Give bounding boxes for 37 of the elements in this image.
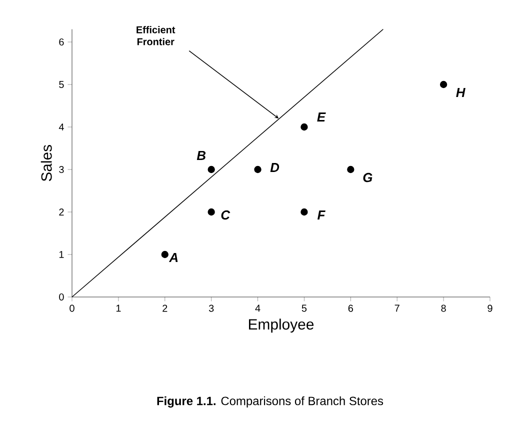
point [347, 166, 354, 174]
x-tick-label: 5 [302, 304, 307, 312]
x-tick-label: 9 [488, 304, 492, 312]
annotation: H [456, 88, 466, 97]
point [254, 166, 262, 174]
x-tick-label: 3 [208, 304, 214, 312]
y-tick-label: 3 [59, 166, 64, 174]
y-tick-label: 2 [59, 208, 64, 216]
x-axis-title: Employee [248, 318, 314, 333]
y-tick-label: 4 [58, 124, 64, 130]
annotation: Efficient Frontier [136, 26, 176, 46]
annotation: G [363, 172, 372, 182]
y-tick-label: 1 [59, 251, 64, 258]
point [300, 123, 308, 131]
x-tick-label: 7 [394, 304, 400, 312]
x-tick-label: 4 [255, 304, 260, 312]
x-tick-label: 2 [162, 304, 168, 312]
annotation: A [168, 253, 178, 262]
point [208, 208, 215, 216]
point [208, 166, 215, 174]
text: Figure 1.1. Comparisons of Branch Stores [157, 396, 384, 408]
x-tick-label: 8 [441, 304, 446, 312]
y-axis-title: Sales [40, 144, 52, 182]
point [440, 80, 448, 88]
y-tick-label: 6 [59, 38, 64, 46]
x-tick-label: 1 [116, 304, 121, 312]
point [300, 208, 308, 216]
annotation: D [270, 163, 280, 172]
annotation: C [221, 210, 230, 220]
annotation: B [196, 151, 206, 160]
x-tick-label: 0 [70, 304, 74, 312]
annotation: F [317, 210, 326, 220]
x-tick-label: 6 [348, 304, 353, 312]
annotation: E [317, 112, 326, 122]
y-tick-label: 0 [59, 293, 64, 301]
point [161, 250, 168, 258]
y-tick-label: 5 [59, 81, 64, 88]
